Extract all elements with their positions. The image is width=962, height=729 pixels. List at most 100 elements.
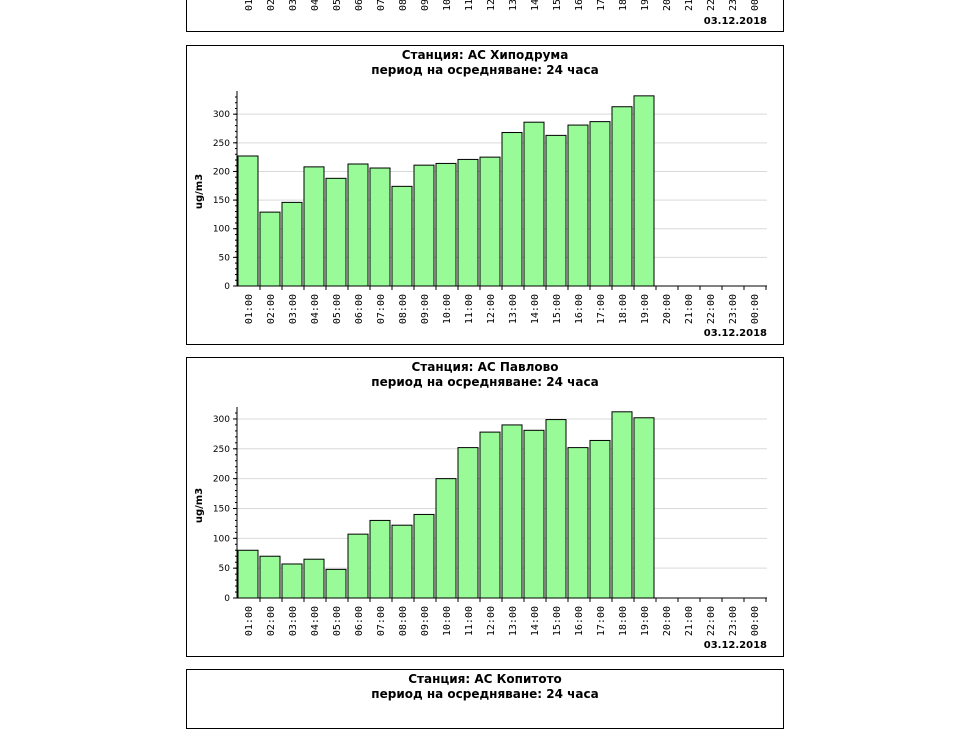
x-tick-label: 02:00 <box>266 294 277 324</box>
x-tick-label: 17:00 <box>596 294 607 324</box>
x-tick-label: 09:00 <box>420 606 431 636</box>
chart-subtitle: период на осредняване: 24 часа <box>371 63 599 77</box>
chart-title: Станция: АС Павлово <box>411 360 559 374</box>
chart-title: Станция: АС Хиподрума <box>401 48 569 62</box>
x-tick-label: 03 <box>288 0 299 11</box>
x-tick-label: 22:00 <box>706 294 717 324</box>
bar <box>479 156 501 287</box>
x-tick-label: 19:00 <box>640 294 651 324</box>
x-tick-label: 07:00 <box>376 294 387 324</box>
x-tick-label: 18 <box>618 0 629 11</box>
x-tick-label: 14 <box>530 0 541 11</box>
x-tick-label: 04:00 <box>310 606 321 636</box>
x-tick-label: 07 <box>376 0 387 11</box>
bar <box>611 106 633 287</box>
x-tick-label: 04 <box>310 0 321 11</box>
x-tick-label: 08:00 <box>398 606 409 636</box>
y-tick-label: 300 <box>213 415 230 425</box>
bar <box>501 132 523 287</box>
bar <box>369 167 391 287</box>
y-tick-label: 200 <box>213 475 230 485</box>
bar <box>391 185 413 287</box>
x-tick-label: 10:00 <box>442 294 453 324</box>
bar <box>303 558 325 599</box>
chart-plot-pavlovo: 0 50 100 150 200 250 300 ug/m3 01:00 02:00 03:00 04… <box>194 407 767 636</box>
x-tick-label: 17:00 <box>596 606 607 636</box>
x-tick-label: 13:00 <box>508 606 519 636</box>
x-tick-label: 20:00 <box>662 606 673 636</box>
chart-subtitle: период на осредняване: 24 часа <box>371 375 599 389</box>
x-tick-label: 14:00 <box>530 294 541 324</box>
x-tick-label: 18:00 <box>618 294 629 324</box>
bar <box>567 124 589 287</box>
chart-subtitle: период на осредняване: 24 часа <box>371 687 599 701</box>
y-tick-label: 0 <box>224 282 230 292</box>
x-tick-label: 00 <box>750 0 761 11</box>
y-axis-label: ug/m3 <box>194 174 205 209</box>
y-tick-label: 0 <box>224 594 230 604</box>
chart-panel-top: 01 02 03 04 05 06 07 08 09 10 11 12 13 14 15 16 17 18 19 20… <box>186 0 784 32</box>
chart-date: 03.12.2018 <box>703 640 767 651</box>
bar <box>369 519 391 599</box>
y-tick-label: 50 <box>219 564 231 574</box>
x-tick-label: 11:00 <box>464 606 475 636</box>
bar <box>325 177 347 287</box>
x-tick-label: 02 <box>266 0 277 11</box>
bar <box>457 158 479 287</box>
chart-panel-kopitoto: Станция: АС Копитото период на осреднява… <box>186 669 784 729</box>
x-tick-label: 12:00 <box>486 294 497 324</box>
bar <box>611 411 633 599</box>
x-tick-label: 07:00 <box>376 606 387 636</box>
x-tick-label: 15:00 <box>552 294 563 324</box>
x-tick-label: 13 <box>508 0 519 11</box>
x-tick-label: 16:00 <box>574 606 585 636</box>
x-tick-label: 21:00 <box>684 294 695 324</box>
x-tick-label: 20:00 <box>662 294 673 324</box>
x-tick-label: 22 <box>706 0 717 11</box>
bar <box>479 431 501 599</box>
x-tick-label: 21:00 <box>684 606 695 636</box>
bar <box>413 164 435 287</box>
bar <box>237 155 259 287</box>
bar <box>281 563 303 599</box>
bar <box>567 447 589 599</box>
bar <box>435 478 457 599</box>
x-tick-label: 05:00 <box>332 294 343 324</box>
x-tick-label: 16:00 <box>574 294 585 324</box>
bar <box>413 513 435 599</box>
x-tick-label: 12:00 <box>486 606 497 636</box>
y-tick-label: 250 <box>213 139 230 149</box>
y-tick-label: 250 <box>213 445 230 455</box>
x-tick-label: 15:00 <box>552 606 563 636</box>
bar <box>457 447 479 599</box>
x-tick-label: 02:00 <box>266 606 277 636</box>
chart-top-date: 03.12.2018 <box>703 16 767 27</box>
x-tick-label: 00:00 <box>750 606 761 636</box>
bar <box>237 549 259 599</box>
x-tick-label: 04:00 <box>310 294 321 324</box>
bar <box>589 439 611 599</box>
x-tick-label: 06 <box>354 0 365 11</box>
bar <box>523 429 545 599</box>
x-tick-label: 05 <box>332 0 343 11</box>
y-tick-label: 50 <box>219 253 231 263</box>
bar <box>545 419 567 599</box>
x-tick-label: 08 <box>398 0 409 11</box>
bar <box>633 417 655 599</box>
x-tick-label: 15 <box>552 0 563 11</box>
bar <box>435 162 457 287</box>
chart-title: Станция: АС Копитото <box>408 672 562 686</box>
chart-plot-hipodruma: 0 50 100 150 200 250 300 ug/m3 01:00 02:00 03:00 04… <box>194 91 767 324</box>
bar <box>303 166 325 287</box>
y-tick-label: 300 <box>213 110 230 120</box>
bar <box>589 121 611 287</box>
x-tick-label: 08:00 <box>398 294 409 324</box>
x-tick-label: 16 <box>574 0 585 11</box>
bar <box>523 121 545 287</box>
x-tick-label: 11:00 <box>464 294 475 324</box>
y-tick-label: 100 <box>213 225 230 235</box>
x-tick-label: 01:00 <box>244 294 255 324</box>
chart-date: 03.12.2018 <box>703 328 767 339</box>
x-tick-label: 06:00 <box>354 606 365 636</box>
chart-panel-hipodruma: Станция: АС Хиподрума период на осредняв… <box>186 45 784 345</box>
